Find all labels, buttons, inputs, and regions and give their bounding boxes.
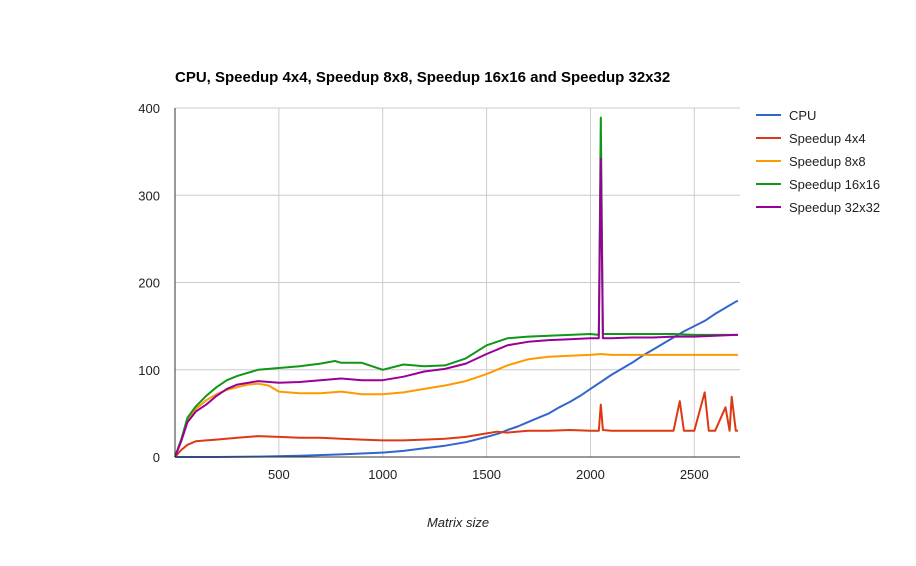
legend-label-speedup-32x32: Speedup 32x32 — [789, 200, 880, 215]
x-tick-label: 1000 — [368, 467, 397, 482]
series-line-speedup-32x32 — [174, 157, 738, 458]
y-tick-label: 100 — [138, 363, 160, 378]
series-line-speedup-4x4 — [174, 391, 738, 458]
legend-label-speedup-8x8: Speedup 8x8 — [789, 154, 866, 169]
gridlines — [175, 107, 740, 457]
x-axis-title: Matrix size — [427, 515, 489, 530]
x-tick-label: 500 — [268, 467, 290, 482]
x-tick-label: 1500 — [472, 467, 501, 482]
y-tick-label: 400 — [138, 101, 160, 116]
x-tick-label: 2000 — [576, 467, 605, 482]
x-tick-label: 2500 — [680, 467, 709, 482]
y-tick-label: 300 — [138, 188, 160, 203]
legend-label-cpu: CPU — [789, 108, 816, 123]
y-tick-label: 0 — [153, 450, 160, 465]
legend-label-speedup-16x16: Speedup 16x16 — [789, 177, 880, 192]
legend: CPU Speedup 4x4 Speedup 8x8 Speedup 16x16 Sp… — [756, 108, 880, 215]
series-lines — [174, 116, 739, 458]
series-line-speedup-16x16 — [174, 116, 738, 458]
series-line-cpu — [175, 299, 739, 458]
axes — [174, 108, 740, 458]
tick-labels: 0 100 200 300 400 500 1000 1500 2000 2500 — [138, 101, 708, 482]
legend-label-speedup-4x4: Speedup 4x4 — [789, 131, 866, 146]
chart-title: CPU, Speedup 4x4, Speedup 8x8, Speedup 1… — [175, 69, 670, 86]
y-tick-label: 200 — [138, 276, 160, 291]
